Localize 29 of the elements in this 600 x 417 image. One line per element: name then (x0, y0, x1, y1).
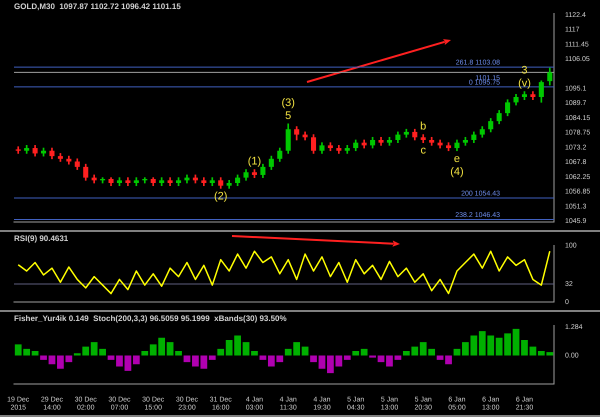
annotation: 5 (285, 110, 292, 122)
bar (360, 348, 368, 356)
annotation: c (420, 144, 426, 157)
bar (82, 346, 90, 356)
chart-title: GOLD,M30 1097.87 1102.72 1096.42 1101.15 (14, 2, 182, 12)
annotation: b (420, 120, 426, 133)
bar (478, 331, 486, 356)
annotation: (3) (281, 96, 295, 109)
annotation: (4) (450, 166, 464, 178)
chart-title: Fisher_Yur4ik 0.149 Stoch(200,3,3) 96.5059 95.1999 xBands(30) 93.50% (14, 314, 287, 324)
bar (420, 342, 427, 356)
bar (411, 346, 418, 356)
bar (141, 351, 148, 356)
bar (284, 348, 292, 356)
chart-title: RSI(9) 90.4631 (14, 234, 69, 244)
bar (150, 344, 157, 356)
bar (546, 352, 554, 356)
bar (487, 336, 494, 356)
annotation: (1) (248, 156, 262, 168)
bar (217, 348, 224, 356)
bar (352, 351, 360, 356)
bar (428, 348, 436, 356)
bar (14, 344, 22, 356)
bar (208, 355, 216, 360)
candlestick (252, 169, 257, 178)
bar (344, 355, 351, 360)
annotation: e (454, 152, 460, 165)
bar (402, 351, 410, 356)
bar (276, 355, 284, 362)
